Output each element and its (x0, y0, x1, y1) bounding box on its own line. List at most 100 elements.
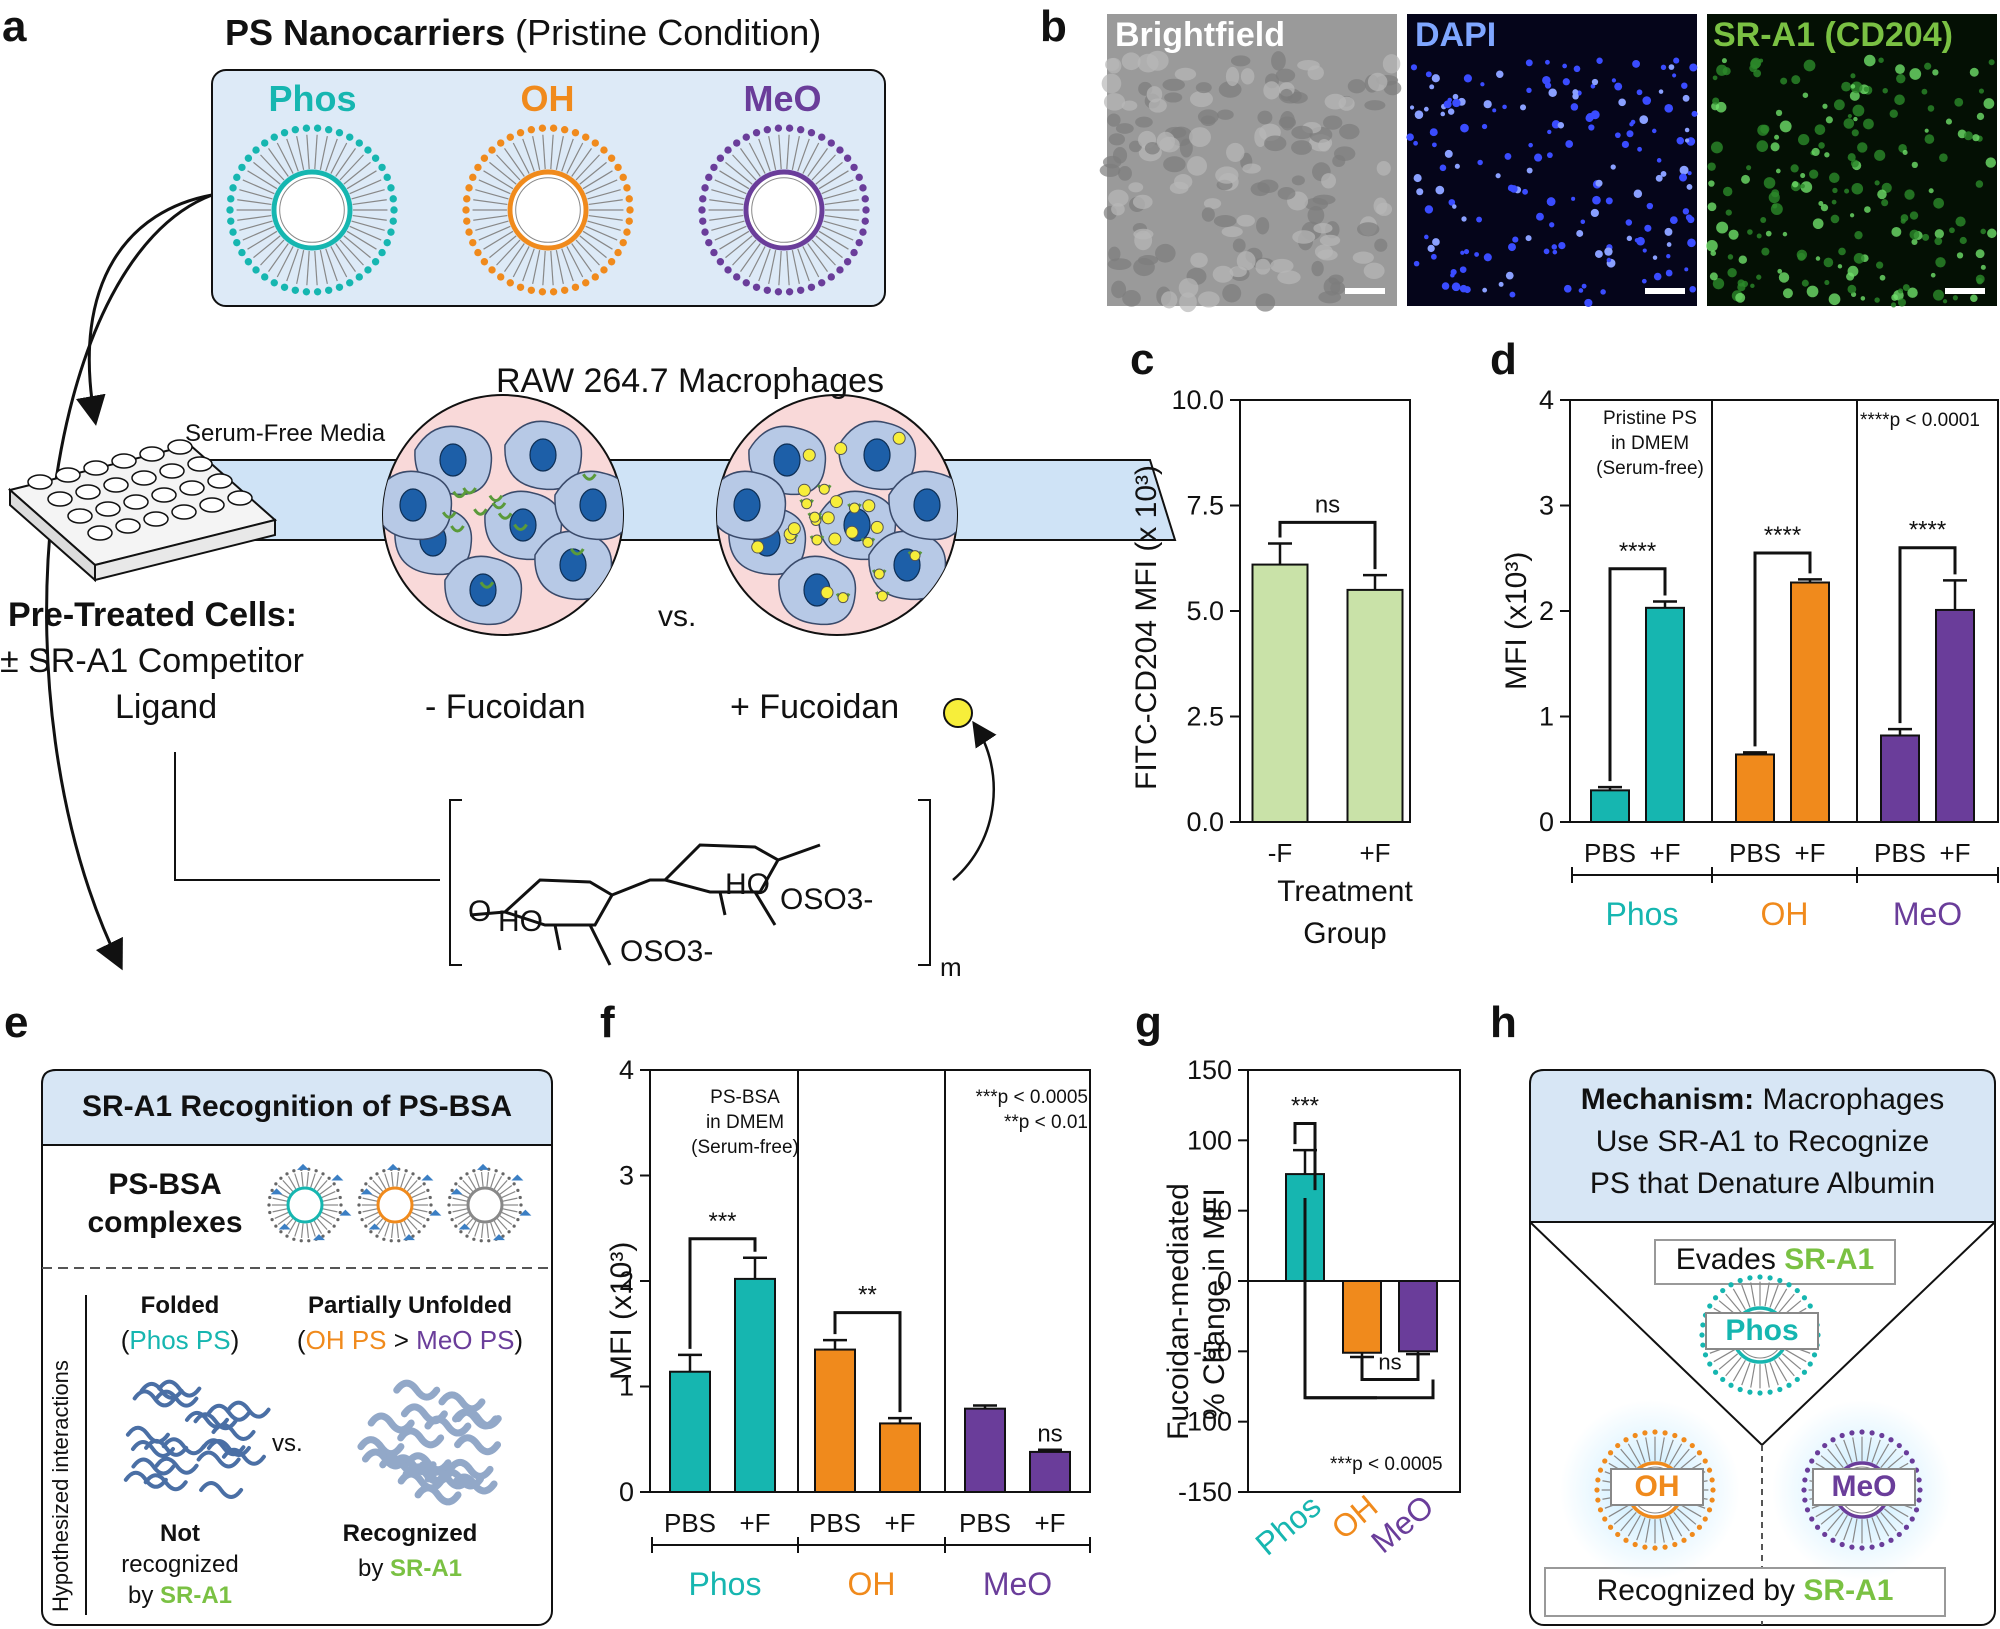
nanocarrier-group (226, 124, 870, 296)
y-tick-label: 10.0 (1171, 385, 1224, 415)
y-tick-label: -150 (1178, 1477, 1232, 1507)
protein (357, 1379, 502, 1506)
bar (879, 1422, 921, 1494)
label-brightfield: Brightfield (1115, 16, 1285, 54)
nanocarrier-title: PS Nanocarriers (Pristine Condition) (225, 12, 822, 53)
y-tick-label: 3 (619, 1161, 634, 1191)
group-label: MeO (1893, 896, 1962, 932)
fucoidan-dot-icon (943, 698, 973, 728)
bar (1346, 588, 1404, 824)
panel-label-f: f (600, 998, 615, 1047)
panel-label-h: h (1490, 998, 1517, 1047)
c-xlabel-2: Group (1303, 917, 1387, 950)
e-side-label: Hypothesized interactions (48, 1360, 73, 1612)
f-note-p2: **p < 0.01 (1004, 1112, 1088, 1133)
x-tick-label: +F (1034, 1508, 1065, 1538)
scale-bar-3 (1945, 288, 1985, 294)
e-by-sra1-2: by SR-A1 (357, 1555, 463, 1582)
bar (1935, 608, 1975, 823)
sig-bracket (1293, 1121, 1317, 1191)
e-complex-1: PS-BSA (108, 1168, 222, 1201)
g-note: ***p < 0.0005 (1330, 1454, 1443, 1475)
chart-d: 0 1 2 3 4 PBS +F PBS +F PBS +F **** **** **** Phos OH Me… (1539, 385, 1999, 932)
f-note-2: in DMEM (705, 1112, 785, 1133)
x-tick-label: +F (1649, 838, 1680, 868)
group-label: Phos (1606, 896, 1679, 932)
f-note-1: PS-BSA (710, 1087, 780, 1108)
chem-m: m (940, 952, 962, 982)
bar (669, 1370, 711, 1493)
y-tick-label: 2.5 (1186, 702, 1224, 732)
chart-c: 0.0 2.5 5.0 7.5 10.0 -F +F ns (1171, 385, 1411, 868)
sig-label: ** (858, 1282, 877, 1309)
cells-minus-fucoidan (382, 394, 624, 636)
x-tick-label: +F (739, 1508, 770, 1538)
x-tick-label: +F (1794, 838, 1825, 868)
y-tick-label: 1 (619, 1372, 634, 1402)
h-header-1: Mechanism: Macrophages (1580, 1083, 1945, 1116)
e-folded-sub: (Phos PS) (120, 1325, 240, 1355)
panel-label-c: c (1130, 335, 1155, 384)
group-label: MeO (983, 1566, 1052, 1602)
y-tick-label: 7.5 (1186, 491, 1224, 521)
sig-bracket (1278, 520, 1377, 570)
group-label: OH (848, 1566, 896, 1602)
bar (1735, 753, 1775, 823)
y-tick-label: 100 (1187, 1125, 1232, 1155)
label-sra1: SR-A1 (CD204) (1713, 16, 1953, 54)
sig-bracket (1898, 546, 1957, 724)
e-folded: Folded (140, 1292, 220, 1319)
bar (1645, 606, 1685, 824)
bar (1398, 1280, 1438, 1353)
carrier-meo (698, 124, 870, 296)
e-complex-2: complexes (87, 1206, 243, 1239)
bar (964, 1407, 1006, 1494)
scale-bar-1 (1345, 288, 1385, 294)
plus-fucoidan: + Fucoidan (730, 688, 900, 726)
bar (1251, 563, 1309, 824)
sig-bracket (833, 1311, 902, 1413)
fucoidan-structure (469, 843, 821, 966)
bracket-right (918, 799, 931, 966)
h-meo-label: MeO (1812, 1468, 1916, 1506)
d-note-1: Pristine PS (1603, 408, 1697, 429)
media-label: Serum-Free Media (185, 420, 386, 447)
x-tick-label: +F (1359, 838, 1390, 868)
y-tick-label: 150 (1187, 1055, 1232, 1085)
y-tick-label: 4 (619, 1055, 634, 1085)
e-not: Not (160, 1520, 200, 1547)
ligand-connector (174, 752, 440, 881)
x-tick-label: PBS (809, 1508, 861, 1538)
sig-label: ns (1378, 1350, 1401, 1375)
x-tick-label: PBS (1729, 838, 1781, 868)
y-tick-label: 0 (1217, 1266, 1232, 1296)
panel-label-b: b (1040, 2, 1067, 51)
g-ylabel-2: % Change in MFI (1198, 1188, 1231, 1420)
bar (1790, 581, 1830, 824)
panel-label-a: a (2, 2, 27, 51)
sig-label: **** (1619, 538, 1656, 565)
panel-label-d: d (1490, 335, 1517, 384)
y-tick-label: 50 (1202, 1196, 1232, 1226)
y-tick-label: -50 (1193, 1336, 1232, 1366)
y-tick-label: 2 (1539, 596, 1554, 626)
sig-label: **** (1909, 517, 1946, 544)
chem-oso3-2: OSO3- (780, 883, 874, 916)
label-oh: OH (520, 78, 575, 119)
e-recognized-word: recognized (121, 1551, 239, 1578)
y-tick-label: 1 (1539, 702, 1554, 732)
y-tick-label: 3 (1539, 491, 1554, 521)
c-xlabel-1: Treatment (1277, 875, 1413, 908)
carrier-phos (226, 124, 398, 296)
y-tick-label: 0 (619, 1477, 634, 1507)
psbsa-complex-icons (267, 1163, 532, 1243)
bar (1590, 789, 1630, 823)
y-tick-label: 0 (1539, 807, 1554, 837)
fucoidan-arrow (952, 720, 997, 881)
x-tick-label: PBS (664, 1508, 716, 1538)
sig-label: ns (1315, 491, 1340, 518)
e-by-sra1-1: by SR-A1 (127, 1582, 233, 1609)
x-tick-label: Phos (1248, 1488, 1327, 1562)
well-plate (7, 439, 278, 583)
